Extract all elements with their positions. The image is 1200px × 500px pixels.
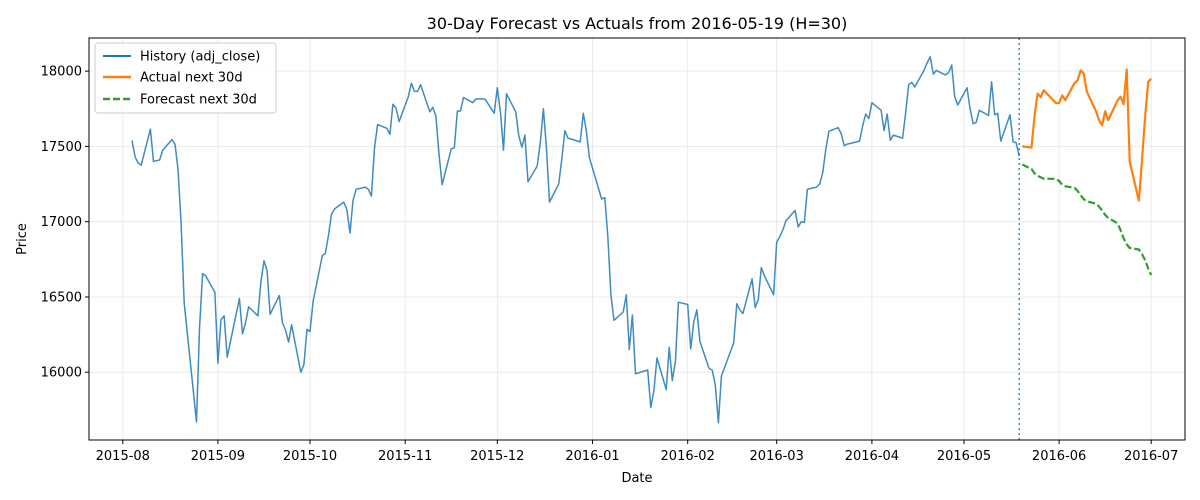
x-tick-label: 2016-06 [1032,449,1086,464]
x-tick-label: 2015-09 [191,449,245,464]
x-tick-label: 2015-08 [96,449,150,464]
series-layer [131,56,1153,424]
y-axis: 16000 16500 17000 17500 18000 [41,65,89,381]
legend-label-actual: Actual next 30d [140,71,243,86]
x-tick-label: 2016-05 [937,449,991,464]
y-tick-label: 16000 [41,366,82,381]
legend-box [94,42,277,114]
forecast-series-line [1021,163,1153,276]
y-tick-label: 18000 [41,65,82,80]
x-tick-label: 2016-01 [565,449,619,464]
y-tick-label: 17500 [41,140,82,155]
x-tick-label: 2016-04 [845,449,899,464]
x-tick-label: 2015-12 [470,449,524,464]
history-series-line [131,56,1020,424]
x-axis: 2015-08 2015-09 2015-10 2015-11 2015-12 2016-… [96,440,1178,464]
legend: History (adj_close) Actual next 30d Fore… [94,42,277,114]
plot-frame [88,37,1186,441]
chart-title: 30-Day Forecast vs Actuals from 2016-05-… [427,14,848,33]
y-tick-label: 16500 [41,291,82,306]
x-tick-label: 2016-07 [1124,449,1178,464]
legend-label-history: History (adj_close) [140,50,260,65]
x-tick-label: 2016-03 [750,449,804,464]
y-axis-title: Price [15,223,30,255]
x-tick-label: 2016-02 [661,449,715,464]
legend-label-forecast: Forecast next 30d [140,93,257,108]
actual-series-line [1022,68,1152,202]
y-tick-label: 17000 [41,215,82,230]
x-axis-title: Date [621,471,652,486]
x-tick-label: 2015-11 [378,449,432,464]
x-tick-label: 2015-10 [283,449,337,464]
